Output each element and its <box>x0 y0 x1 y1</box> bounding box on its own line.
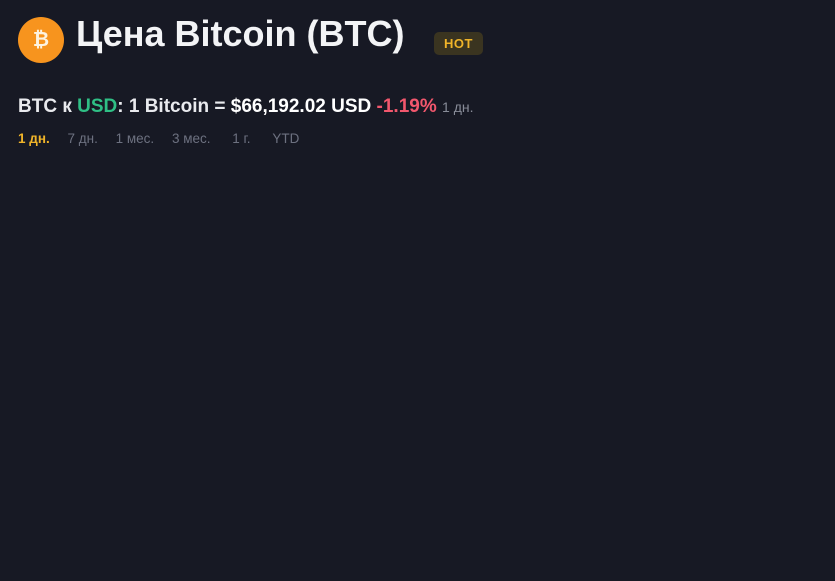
svg-text:₿: ₿ <box>33 29 49 51</box>
